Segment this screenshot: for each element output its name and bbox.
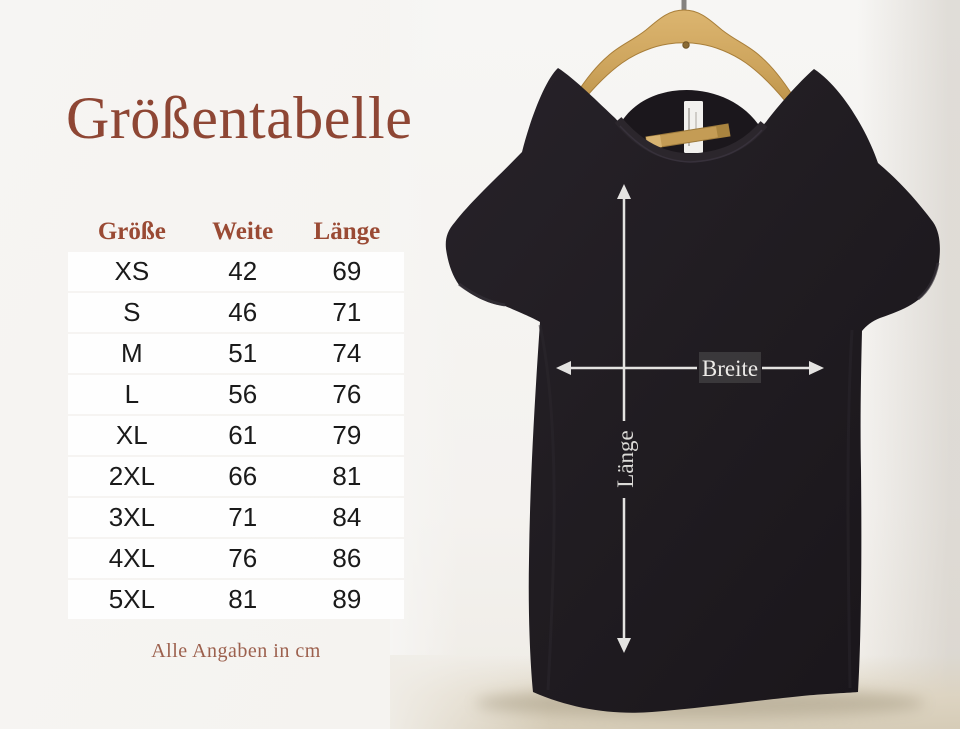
- arrowhead-left-icon: [556, 361, 571, 375]
- column-header-size: Größe: [97, 218, 166, 245]
- length-cell: 74: [289, 334, 404, 373]
- hanger-bar: [645, 123, 731, 150]
- table-row: M 51 74: [68, 334, 404, 373]
- column-header-length: Länge: [313, 218, 381, 245]
- length-cell: 76: [289, 375, 404, 414]
- table-row: 3XL 71 84: [68, 498, 404, 537]
- size-table-body: XS 42 69 S 46 71 M 51 74 L 56 76 XL 61 79 2XL 66 81 3XL 71 8…: [68, 252, 404, 619]
- sleeve-roll-left: [458, 282, 506, 307]
- width-cell: 81: [195, 580, 290, 619]
- length-cell: 71: [289, 293, 404, 332]
- size-cell: 4XL: [68, 539, 196, 578]
- width-cell: 66: [195, 457, 290, 496]
- width-cell: 42: [195, 252, 290, 291]
- width-label: Breite: [702, 356, 758, 381]
- hanger-screw: [682, 41, 690, 49]
- size-cell: S: [68, 293, 196, 332]
- page-title: Größentabelle: [66, 85, 413, 152]
- size-table: Größe Weite Länge XS 42 69 S 46 71 M 51 74 L 56 76 X…: [68, 212, 404, 621]
- width-cell: 46: [195, 293, 290, 332]
- table-row: 5XL 81 89: [68, 580, 404, 619]
- width-cell: 61: [195, 416, 290, 455]
- length-cell: 69: [289, 252, 404, 291]
- table-row: XS 42 69: [68, 252, 404, 291]
- collar-seam: [619, 125, 763, 163]
- measurement-arrows: [556, 184, 824, 653]
- length-label: Länge: [613, 430, 638, 487]
- tshirt: [445, 68, 940, 713]
- table-row: L 56 76: [68, 375, 404, 414]
- size-cell: 3XL: [68, 498, 196, 537]
- size-cell: M: [68, 334, 196, 373]
- width-label-chip: [699, 352, 761, 383]
- hanger-icon: [562, 0, 806, 117]
- table-row: S 46 71: [68, 293, 404, 332]
- width-cell: 51: [195, 334, 290, 373]
- width-cell: 56: [195, 375, 290, 414]
- arrowhead-down-icon: [617, 638, 631, 653]
- table-row: 2XL 66 81: [68, 457, 404, 496]
- length-cell: 81: [289, 457, 404, 496]
- size-cell: XS: [68, 252, 196, 291]
- width-cell: 71: [195, 498, 290, 537]
- sleeve-roll-right: [917, 262, 940, 301]
- column-header-width: Weite: [212, 218, 274, 245]
- size-cell: L: [68, 375, 196, 414]
- collar: [614, 117, 768, 163]
- fabric-fold: [538, 324, 556, 691]
- table-footnote: Alle Angaben in cm: [151, 640, 321, 662]
- table-row: 4XL 76 86: [68, 539, 404, 578]
- table-row: XL 61 79: [68, 416, 404, 455]
- arrowhead-right-icon: [809, 361, 824, 375]
- size-cell: XL: [68, 416, 196, 455]
- neck-tag: [684, 101, 703, 153]
- length-cell: 86: [289, 539, 404, 578]
- table-header-row: Größe Weite Länge: [68, 214, 404, 250]
- width-cell: 76: [195, 539, 290, 578]
- fabric-fold: [846, 329, 854, 689]
- arrowhead-up-icon: [617, 184, 631, 199]
- size-cell: 2XL: [68, 457, 196, 496]
- length-cell: 84: [289, 498, 404, 537]
- length-cell: 79: [289, 416, 404, 455]
- size-cell: 5XL: [68, 580, 196, 619]
- length-cell: 89: [289, 580, 404, 619]
